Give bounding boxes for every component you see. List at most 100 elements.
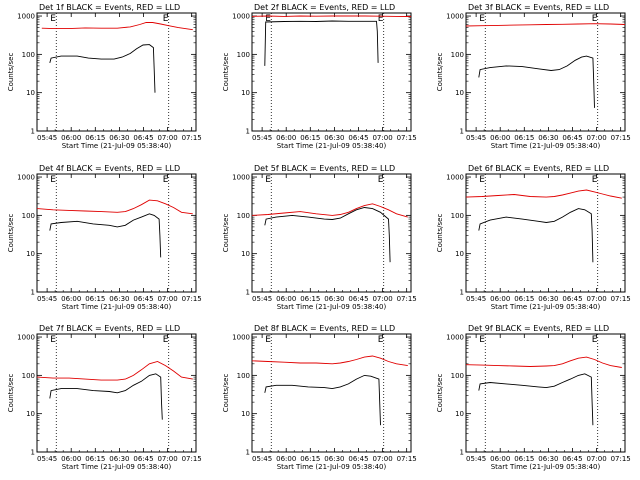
event-marker-label: E bbox=[265, 14, 271, 24]
x-tick-label: 07:00 bbox=[586, 295, 606, 303]
y-tick-label: 10 bbox=[455, 89, 464, 97]
y-tick-label: 100 bbox=[237, 51, 250, 59]
x-tick-label: 07:00 bbox=[586, 134, 606, 142]
x-axis-label: Start Time (21-Jul-09 05:38:40) bbox=[62, 463, 172, 471]
x-tick-label: 06:45 bbox=[562, 455, 582, 463]
x-tick-label: 06:30 bbox=[538, 134, 558, 142]
panel-8: Det 8f BLACK = Events, RED = LLD 1 10 100 10… bbox=[222, 324, 417, 471]
event-marker-label: E bbox=[378, 335, 384, 345]
y-tick-label: 10 bbox=[455, 410, 464, 418]
y-axis-label: Counts/sec bbox=[436, 53, 444, 92]
x-tick-label: 06:15 bbox=[300, 455, 320, 463]
x-tick-label: 05:45 bbox=[466, 134, 486, 142]
x-tick-label: 06:00 bbox=[276, 295, 296, 303]
panel-9: Det 9f BLACK = Events, RED = LLD 1 10 100 10… bbox=[436, 324, 631, 471]
event-marker-label: E bbox=[50, 175, 56, 185]
x-tick-label: 05:45 bbox=[466, 295, 486, 303]
events-series-line bbox=[264, 207, 391, 263]
y-tick-label: 1000 bbox=[446, 174, 464, 182]
x-tick-label: 06:00 bbox=[61, 134, 81, 142]
lld-series-line bbox=[465, 23, 626, 27]
x-tick-label: 06:15 bbox=[300, 134, 320, 142]
x-tick-label: 06:30 bbox=[324, 134, 344, 142]
x-tick-label: 07:15 bbox=[182, 134, 202, 142]
x-tick-label: 07:00 bbox=[157, 295, 177, 303]
panel-title: Det 6f BLACK = Events, RED = LLD bbox=[468, 164, 609, 173]
event-marker-label: E bbox=[479, 175, 485, 185]
event-marker-label: E bbox=[378, 175, 384, 185]
event-marker-label: E bbox=[479, 14, 485, 24]
event-marker-label: E bbox=[163, 14, 169, 24]
events-series-line bbox=[49, 213, 162, 258]
y-tick-label: 100 bbox=[22, 212, 35, 220]
x-axis-label: Start Time (21-Jul-09 05:38:40) bbox=[62, 142, 172, 150]
x-tick-label: 05:45 bbox=[252, 455, 272, 463]
x-tick-label: 07:15 bbox=[611, 455, 631, 463]
y-tick-label: 1 bbox=[31, 289, 35, 297]
event-marker-label: E bbox=[592, 335, 598, 345]
y-axis-label: Counts/sec bbox=[436, 214, 444, 253]
x-tick-label: 06:00 bbox=[276, 455, 296, 463]
events-series-line bbox=[478, 373, 594, 426]
x-tick-label: 06:15 bbox=[300, 295, 320, 303]
x-tick-label: 07:15 bbox=[182, 455, 202, 463]
plot-frame bbox=[251, 12, 412, 132]
x-axis-label: Start Time (21-Jul-09 05:38:40) bbox=[277, 463, 387, 471]
y-tick-label: 1 bbox=[246, 449, 250, 457]
y-axis-label: Counts/sec bbox=[436, 374, 444, 413]
x-tick-label: 06:30 bbox=[324, 455, 344, 463]
x-tick-label: 06:45 bbox=[133, 455, 153, 463]
x-tick-label: 06:00 bbox=[61, 455, 81, 463]
y-axis-label: Counts/sec bbox=[7, 53, 15, 92]
x-tick-label: 06:15 bbox=[514, 295, 534, 303]
y-axis-label: Counts/sec bbox=[222, 214, 230, 253]
x-axis-label: Start Time (21-Jul-09 05:38:40) bbox=[62, 303, 172, 311]
x-tick-label: 06:30 bbox=[109, 295, 129, 303]
x-tick-label: 07:15 bbox=[397, 134, 417, 142]
x-axis-label: Start Time (21-Jul-09 05:38:40) bbox=[491, 142, 601, 150]
x-tick-label: 06:45 bbox=[133, 295, 153, 303]
events-series-line bbox=[49, 44, 156, 93]
panel-title: Det 3f BLACK = Events, RED = LLD bbox=[468, 3, 609, 12]
event-marker-label: E bbox=[378, 14, 384, 24]
panel-5: Det 5f BLACK = Events, RED = LLD 1 10 100 10… bbox=[222, 164, 417, 311]
y-tick-label: 100 bbox=[451, 51, 464, 59]
x-tick-label: 06:45 bbox=[133, 134, 153, 142]
event-marker-label: E bbox=[479, 335, 485, 345]
event-marker-label: E bbox=[163, 175, 169, 185]
x-tick-label: 07:00 bbox=[586, 455, 606, 463]
x-tick-label: 05:45 bbox=[252, 295, 272, 303]
events-series-line bbox=[49, 373, 163, 420]
panel-title: Det 4f BLACK = Events, RED = LLD bbox=[39, 164, 180, 173]
panel-title: Det 9f BLACK = Events, RED = LLD bbox=[468, 324, 609, 333]
x-tick-label: 07:00 bbox=[157, 455, 177, 463]
event-marker-label: E bbox=[163, 335, 169, 345]
plot-frame bbox=[465, 12, 626, 132]
x-tick-label: 06:15 bbox=[514, 455, 534, 463]
lld-series-line bbox=[36, 361, 193, 381]
y-tick-label: 100 bbox=[237, 372, 250, 380]
x-tick-label: 07:00 bbox=[157, 134, 177, 142]
x-tick-label: 07:15 bbox=[182, 295, 202, 303]
event-marker-label: E bbox=[265, 175, 271, 185]
y-tick-label: 100 bbox=[451, 212, 464, 220]
y-tick-label: 1 bbox=[31, 128, 35, 136]
x-tick-label: 07:00 bbox=[372, 455, 392, 463]
x-tick-label: 06:15 bbox=[85, 295, 105, 303]
y-tick-label: 1000 bbox=[446, 334, 464, 342]
y-tick-label: 100 bbox=[451, 372, 464, 380]
lld-series-line bbox=[36, 199, 193, 215]
y-tick-label: 100 bbox=[22, 372, 35, 380]
panel-2: Det 2f BLACK = Events, RED = LLD 1 10 100 10… bbox=[222, 3, 417, 150]
y-tick-label: 1 bbox=[460, 449, 464, 457]
plot-frame bbox=[251, 173, 412, 293]
y-axis-label: Counts/sec bbox=[7, 374, 15, 413]
event-marker-label: E bbox=[592, 175, 598, 185]
x-tick-label: 05:45 bbox=[466, 455, 486, 463]
plot-frame bbox=[36, 173, 197, 293]
lld-series-line bbox=[41, 22, 193, 31]
x-tick-label: 05:45 bbox=[37, 295, 57, 303]
x-tick-label: 06:45 bbox=[562, 295, 582, 303]
panel-7: Det 7f BLACK = Events, RED = LLD 1 10 100 10… bbox=[7, 324, 202, 471]
y-tick-label: 1 bbox=[246, 289, 250, 297]
